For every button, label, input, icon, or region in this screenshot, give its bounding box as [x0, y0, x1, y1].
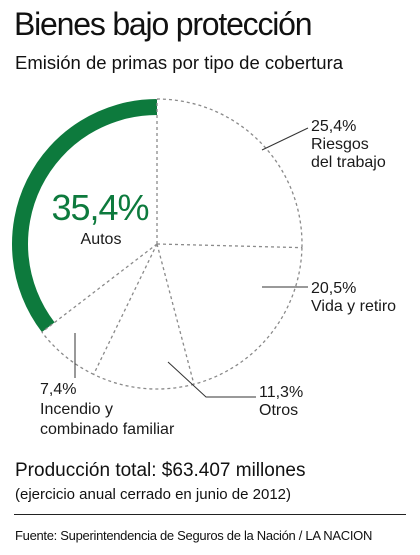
slice-value-riesgos-del-trabajo: 25,4% — [311, 118, 356, 135]
slice-label-riesgos-del-trabajo-line-1: Riesgos — [311, 136, 369, 153]
pie-separator-1 — [156, 243, 302, 249]
pie-separator-4 — [41, 243, 158, 333]
pie-slice-incendio-y-combinado-familiar — [41, 331, 94, 375]
pie-slice-autos — [11, 98, 158, 333]
source-credit: Fuente: Superintendencia de Seguros de l… — [15, 528, 373, 543]
slice-label-vida-y-retiro: Vida y retiro — [311, 298, 396, 315]
total-production: Producción total: $63.407 millones — [15, 460, 306, 481]
pie-slice-vida-y-retiro — [193, 247, 303, 385]
footer-divider — [14, 514, 406, 515]
leader-line-riesgos-del-trabajo — [261, 127, 309, 151]
slice-value-autos: 35,4% — [51, 187, 148, 228]
pie-slice-riesgos-del-trabajo — [156, 98, 303, 248]
slice-value-otros: 11,3% — [259, 384, 303, 401]
slice-label-incendio-y-combinado-familiar-line-2: combinado familiar — [40, 421, 175, 438]
pie-separator-2 — [156, 243, 195, 385]
pie-slice-otros — [93, 373, 195, 390]
slice-value-vida-y-retiro: 20,5% — [311, 280, 356, 297]
slice-label-autos: Autos — [81, 231, 122, 248]
slice-label-riesgos-del-trabajo-line-2: del trabajo — [311, 154, 386, 171]
slice-label-incendio-y-combinado-familiar-line-1: Incendio y — [40, 401, 113, 418]
slice-label-otros: Otros — [259, 402, 298, 419]
leader-line-otros — [167, 361, 256, 398]
chart-title: Bienes bajo protección — [14, 6, 313, 42]
chart-subtitle: Emisión de primas por tipo de cobertura — [15, 52, 344, 73]
fiscal-year-note: (ejercicio anual cerrado en junio de 201… — [15, 486, 292, 503]
pie-separator-3 — [93, 243, 158, 375]
slice-value-incendio-y-combinado-familiar: 7,4% — [40, 381, 76, 398]
